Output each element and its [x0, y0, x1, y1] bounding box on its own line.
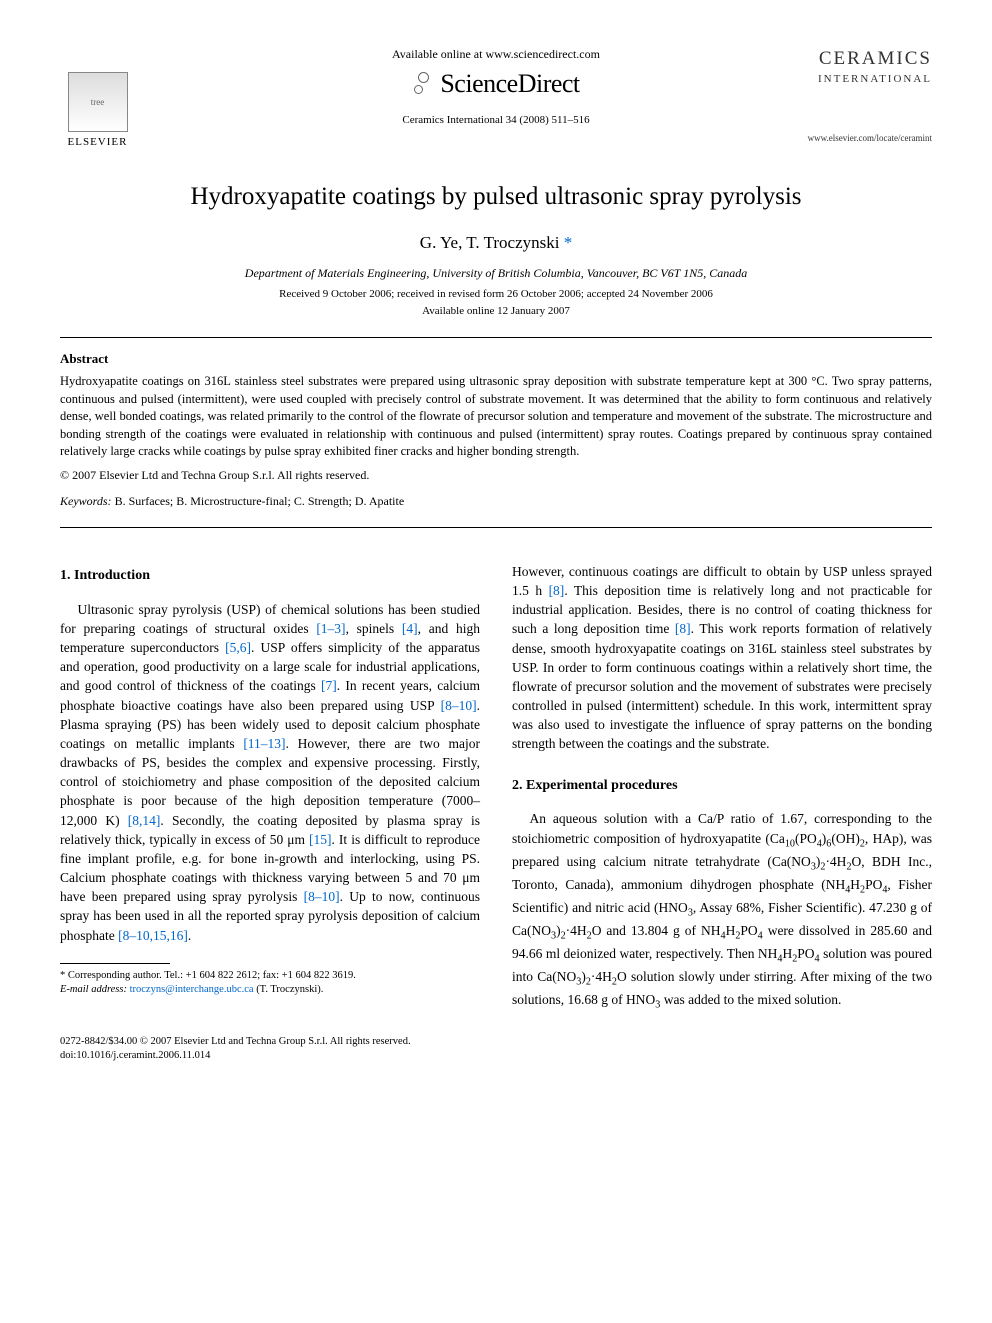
- email-link[interactable]: troczyns@interchange.ubc.ca: [130, 984, 254, 995]
- corresponding-footnote: * Corresponding author. Tel.: +1 604 822…: [60, 969, 480, 997]
- corr-email-line: E-mail address: troczyns@interchange.ubc…: [60, 983, 480, 997]
- ref-link[interactable]: [1–3]: [316, 621, 345, 636]
- ref-link[interactable]: [8–10]: [441, 698, 477, 713]
- sciencedirect-icon: [412, 72, 434, 94]
- footer-doi: doi:10.1016/j.ceramint.2006.11.014: [60, 1049, 932, 1063]
- experimental-paragraph: An aqueous solution with a Ca/P ratio of…: [512, 809, 932, 1013]
- ref-link[interactable]: [8]: [675, 621, 691, 636]
- journal-name: CERAMICS: [777, 46, 932, 72]
- page-footer: 0272-8842/$34.00 © 2007 Elsevier Ltd and…: [60, 1035, 932, 1062]
- elsevier-logo: tree ELSEVIER: [60, 72, 135, 150]
- keywords-label: Keywords:: [60, 494, 112, 508]
- right-column: However, continuous coatings are difficu…: [512, 562, 932, 1013]
- ref-link[interactable]: [8–10]: [304, 889, 340, 904]
- ref-link[interactable]: [8]: [549, 583, 565, 598]
- divider-bottom: [60, 527, 932, 528]
- journal-cover-box: CERAMICS INTERNATIONAL www.elsevier.com/…: [777, 46, 932, 145]
- body-columns: 1. Introduction Ultrasonic spray pyrolys…: [60, 562, 932, 1013]
- section-1-heading: 1. Introduction: [60, 566, 480, 586]
- journal-sub: INTERNATIONAL: [777, 72, 932, 87]
- ref-link[interactable]: [8,14]: [128, 813, 161, 828]
- paper-title: Hydroxyapatite coatings by pulsed ultras…: [60, 180, 932, 214]
- ref-link[interactable]: [15]: [309, 832, 332, 847]
- keywords-values: B. Surfaces; B. Microstructure-final; C.…: [115, 494, 405, 508]
- ref-link[interactable]: [8–10,15,16]: [118, 928, 188, 943]
- corr-author-line: * Corresponding author. Tel.: +1 604 822…: [60, 969, 480, 983]
- ref-link[interactable]: [4]: [402, 621, 418, 636]
- email-who: (T. Troczynski).: [256, 984, 323, 995]
- journal-url: www.elsevier.com/locate/ceramint: [777, 132, 932, 144]
- ref-link[interactable]: [11–13]: [243, 736, 285, 751]
- ref-link[interactable]: [7]: [321, 678, 337, 693]
- journal-header: tree ELSEVIER Available online at www.sc…: [60, 40, 932, 150]
- elsevier-name: ELSEVIER: [60, 135, 135, 150]
- footnote-rule: [60, 963, 170, 964]
- intro-continuation: However, continuous coatings are difficu…: [512, 562, 932, 754]
- abstract-body: Hydroxyapatite coatings on 316L stainles…: [60, 373, 932, 461]
- email-label: E-mail address:: [60, 984, 127, 995]
- elsevier-tree-icon: tree: [68, 72, 128, 132]
- affiliation: Department of Materials Engineering, Uni…: [60, 265, 932, 281]
- divider-top: [60, 337, 932, 338]
- abstract-copyright: © 2007 Elsevier Ltd and Techna Group S.r…: [60, 467, 932, 483]
- sciencedirect-brand: ScienceDirect: [440, 69, 579, 98]
- ref-link[interactable]: [5,6]: [225, 640, 251, 655]
- author-names: G. Ye, T. Troczynski: [420, 233, 560, 252]
- history-dates-2: Available online 12 January 2007: [60, 304, 932, 319]
- section-2-heading: 2. Experimental procedures: [512, 776, 932, 796]
- authors-line: G. Ye, T. Troczynski *: [60, 232, 932, 255]
- history-dates-1: Received 9 October 2006; received in rev…: [60, 287, 932, 302]
- intro-paragraph: Ultrasonic spray pyrolysis (USP) of chem…: [60, 600, 480, 945]
- left-column: 1. Introduction Ultrasonic spray pyrolys…: [60, 562, 480, 1013]
- abstract-heading: Abstract: [60, 350, 932, 368]
- corresponding-mark: *: [564, 233, 573, 252]
- keywords-line: Keywords: B. Surfaces; B. Microstructure…: [60, 493, 932, 509]
- footer-copyright: 0272-8842/$34.00 © 2007 Elsevier Ltd and…: [60, 1035, 932, 1049]
